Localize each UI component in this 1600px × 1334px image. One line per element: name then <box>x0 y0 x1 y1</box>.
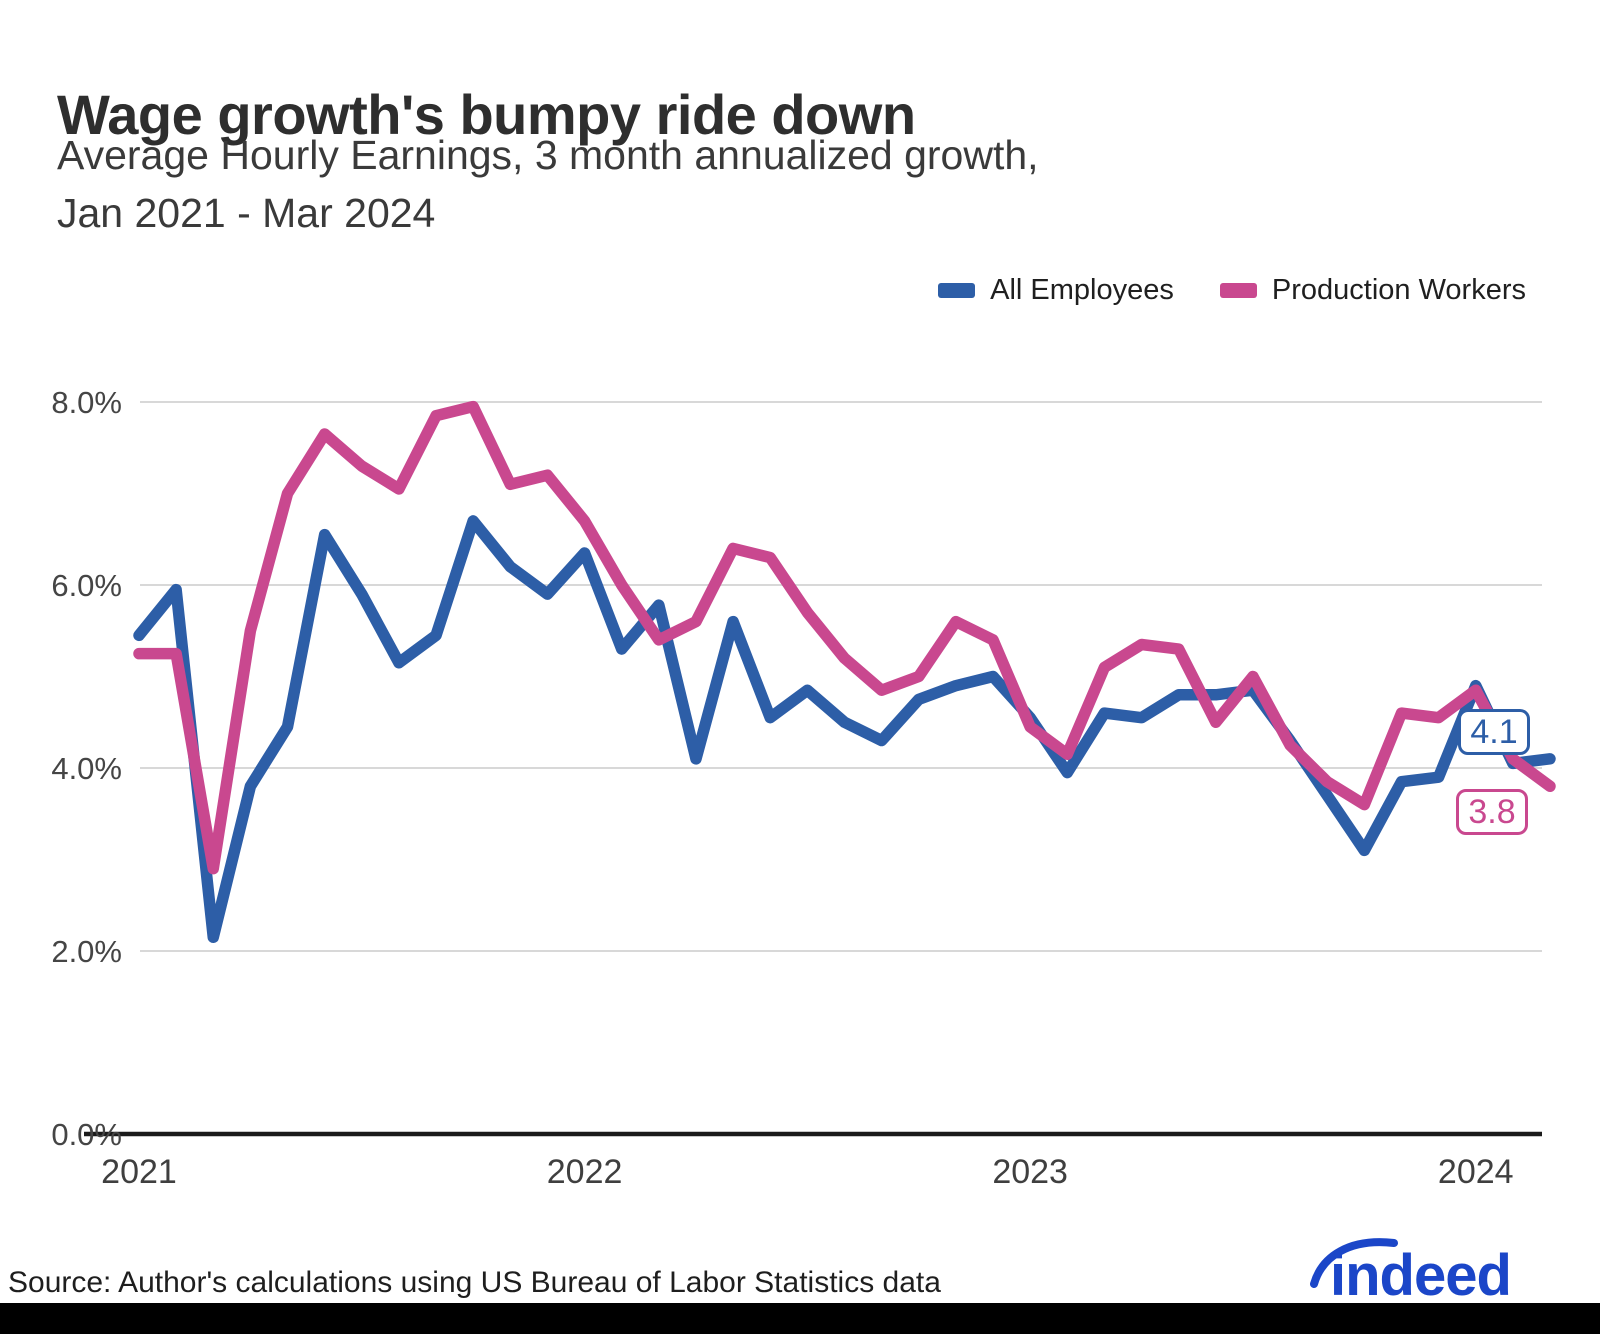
legend-item-all-employees: All Employees <box>938 274 1174 307</box>
chart-title: Wage growth's bumpy ride down <box>57 82 916 146</box>
production-workers-line <box>133 400 1556 875</box>
chart-subtitle-line-1: Average Hourly Earnings, 3 month annuali… <box>57 132 1039 178</box>
x-tick-label: 2022 <box>547 1153 623 1191</box>
legend-label-production-workers: Production Workers <box>1271 274 1526 306</box>
chart-subtitle-line-2: Jan 2021 - Mar 2024 <box>57 190 436 237</box>
x-tick-label: 2024 <box>1438 1153 1514 1191</box>
all-employees-line <box>133 515 1556 944</box>
y-tick-label: 8.0% <box>51 385 122 420</box>
all-employees-swatch-icon <box>938 283 976 298</box>
end-value-label-all-employees: 4.1 <box>1458 709 1530 755</box>
y-tick-label: 6.0% <box>51 568 122 603</box>
indeed-logo-swoosh-icon <box>1310 1238 1398 1288</box>
indeed-logo-text: indeed <box>1330 1243 1511 1304</box>
y-tick-label: 4.0% <box>51 751 122 786</box>
production-workers-swatch-icon <box>1219 283 1257 298</box>
legend-item-production-workers: Production Workers <box>1219 274 1526 307</box>
y-tick-label: 2.0% <box>51 934 122 969</box>
end-value-label-production-workers: 3.8 <box>1456 789 1528 835</box>
x-tick-label: 2021 <box>101 1153 177 1191</box>
chart-subtitle: Average Hourly Earnings, 3 month annuali… <box>57 126 1507 242</box>
chart-legend: All Employees Production Workers <box>938 274 1526 307</box>
indeed-logo: indeed <box>1310 1238 1512 1304</box>
y-tick-label: 0.0% <box>51 1117 122 1152</box>
bottom-black-bar <box>0 1303 1600 1334</box>
legend-label-all-employees: All Employees <box>990 274 1174 306</box>
source-note: Source: Author's calculations using US B… <box>8 1266 941 1299</box>
x-tick-label: 2023 <box>992 1153 1068 1191</box>
